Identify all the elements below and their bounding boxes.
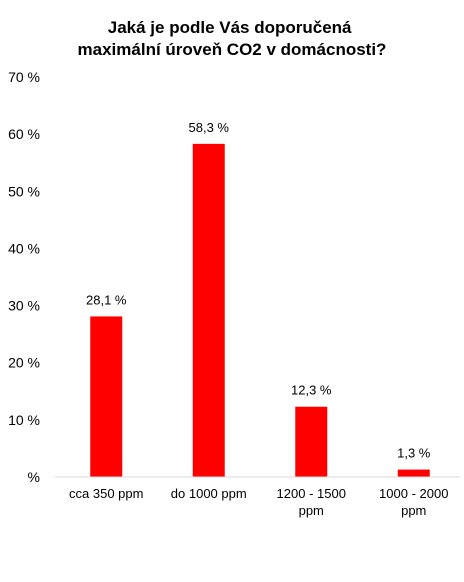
x-axis: cca 350 ppm do 1000 ppm 1200 - 1500 ppm1000… <box>69 486 448 518</box>
y-tick-label: 20 % <box>8 355 40 371</box>
x-tick-label: 1000 - 2000 ppm <box>379 486 448 518</box>
chart-title-line-2: maximální úroveň CO2 v domácnosti? <box>78 40 387 59</box>
x-tick-label-line: 1200 - 1500 <box>277 486 346 501</box>
x-tick-label: 1200 - 1500 ppm <box>277 486 346 518</box>
y-tick-label: 60 % <box>8 126 40 142</box>
bar <box>397 469 430 477</box>
bar <box>295 406 328 477</box>
x-tick-label-line: cca 350 ppm <box>69 486 143 501</box>
chart-title: Jaká je podle Vás doporučená maximální ú… <box>78 18 387 59</box>
bar <box>192 143 225 477</box>
x-tick-label-line: 1000 - 2000 <box>379 486 448 501</box>
bar <box>90 316 123 477</box>
chart-title-line-1: Jaká je podle Vás doporučená <box>108 18 352 37</box>
x-tick-label-line: do 1000 ppm <box>171 486 247 501</box>
data-label: 58,3 % <box>189 120 230 135</box>
y-tick-label: 50 % <box>8 183 40 199</box>
y-tick-label: 10 % <box>8 412 40 428</box>
x-tick-label-line: ppm <box>299 503 324 518</box>
data-label: 1,3 % <box>397 446 431 461</box>
x-tick-label-line: ppm <box>401 503 426 518</box>
data-label: 12,3 % <box>291 383 332 398</box>
y-tick-label: 40 % <box>8 240 40 256</box>
y-axis: % 10 % 20 % 30 % 40 % 50 % 60 % 70 % <box>8 69 40 485</box>
bars: 28,1 % 58,3 % 12,3 % 1,3 % <box>86 120 431 477</box>
y-tick-label: 30 % <box>8 298 40 314</box>
data-label: 28,1 % <box>86 292 127 307</box>
y-tick-label: % <box>28 469 40 485</box>
x-tick-label: do 1000 ppm <box>171 486 247 501</box>
y-tick-label: 70 % <box>8 69 40 85</box>
x-tick-label: cca 350 ppm <box>69 486 143 501</box>
